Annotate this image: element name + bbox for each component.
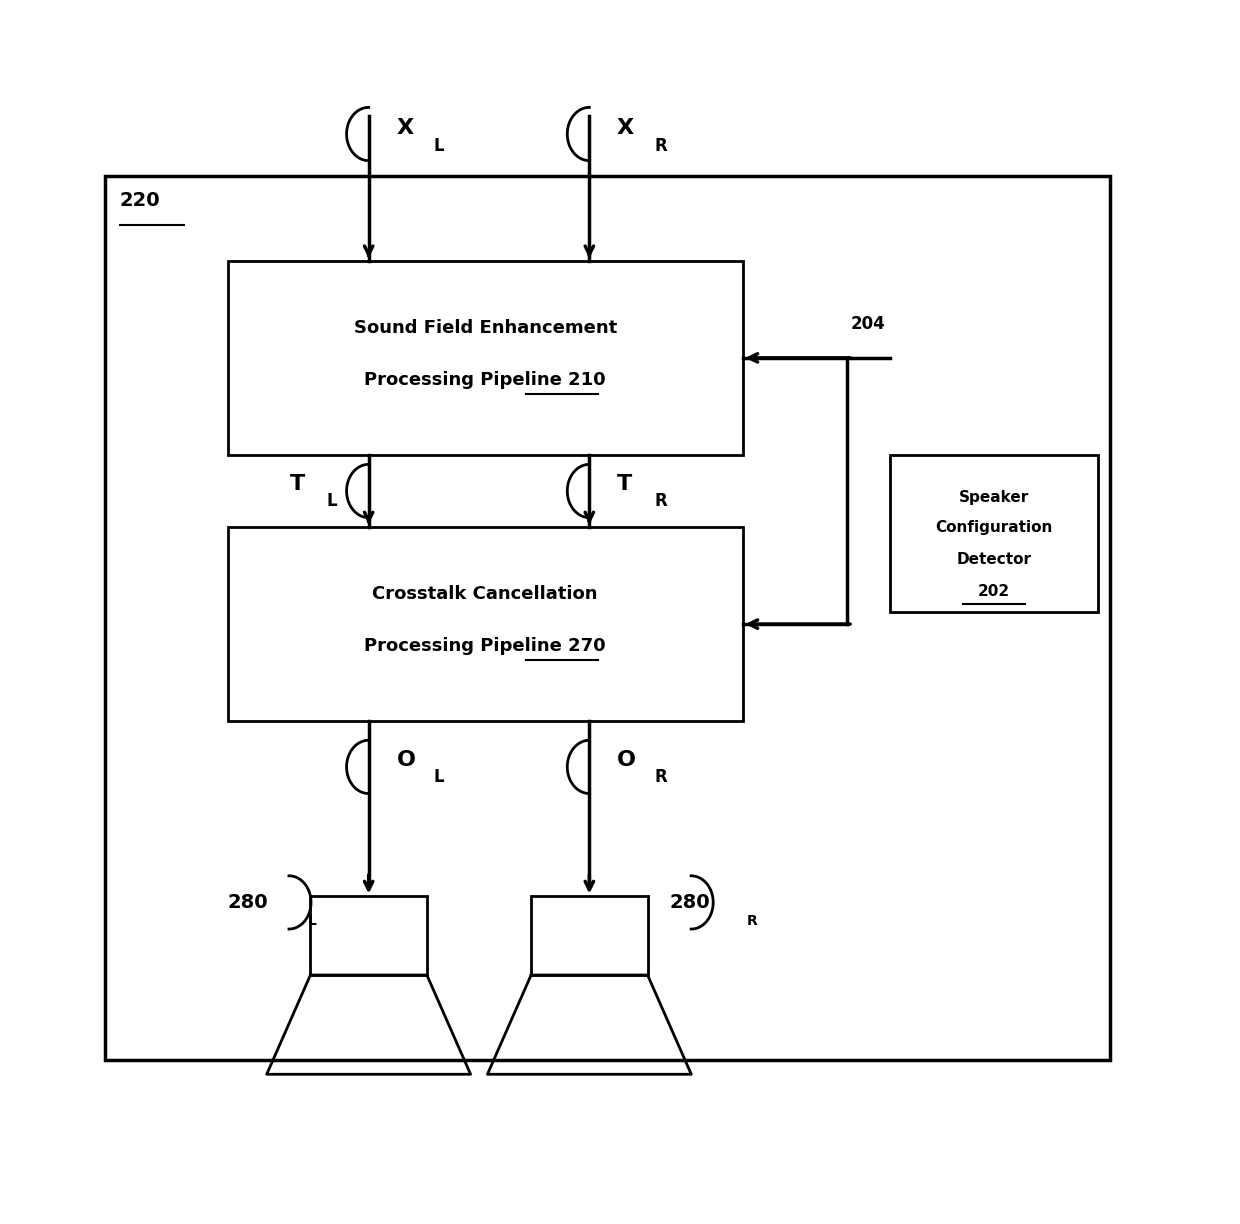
Text: Detector: Detector — [956, 552, 1032, 568]
Text: L: L — [308, 913, 316, 928]
Text: 280: 280 — [228, 894, 268, 912]
Text: Processing Pipeline 270: Processing Pipeline 270 — [365, 636, 606, 655]
Text: Sound Field Enhancement: Sound Field Enhancement — [353, 318, 616, 337]
Text: Configuration: Configuration — [935, 520, 1053, 535]
FancyBboxPatch shape — [228, 261, 743, 454]
Text: L: L — [434, 137, 444, 155]
FancyBboxPatch shape — [228, 528, 743, 721]
FancyBboxPatch shape — [531, 896, 647, 976]
Text: 202: 202 — [978, 584, 1011, 599]
Text: $\mathbf{X}$: $\mathbf{X}$ — [396, 118, 414, 138]
Text: R: R — [746, 913, 758, 928]
Text: R: R — [655, 767, 667, 786]
Text: L: L — [327, 492, 337, 509]
Text: R: R — [655, 137, 667, 155]
Text: Crosstalk Cancellation: Crosstalk Cancellation — [372, 585, 598, 603]
Text: 204: 204 — [851, 315, 885, 333]
Text: 280: 280 — [670, 894, 709, 912]
Text: R: R — [655, 492, 667, 509]
FancyBboxPatch shape — [890, 454, 1099, 612]
Text: $\mathbf{T}$: $\mathbf{T}$ — [289, 474, 306, 493]
Text: $\mathbf{O}$: $\mathbf{O}$ — [396, 749, 415, 770]
FancyBboxPatch shape — [105, 176, 1111, 1060]
Text: $\mathbf{T}$: $\mathbf{T}$ — [616, 474, 634, 493]
FancyBboxPatch shape — [310, 896, 427, 976]
Text: 220: 220 — [120, 191, 160, 209]
Text: $\mathbf{O}$: $\mathbf{O}$ — [616, 749, 636, 770]
Text: Processing Pipeline 210: Processing Pipeline 210 — [365, 371, 606, 389]
Text: L: L — [434, 767, 444, 786]
Text: Speaker: Speaker — [959, 490, 1029, 504]
Text: $\mathbf{X}$: $\mathbf{X}$ — [616, 118, 635, 138]
